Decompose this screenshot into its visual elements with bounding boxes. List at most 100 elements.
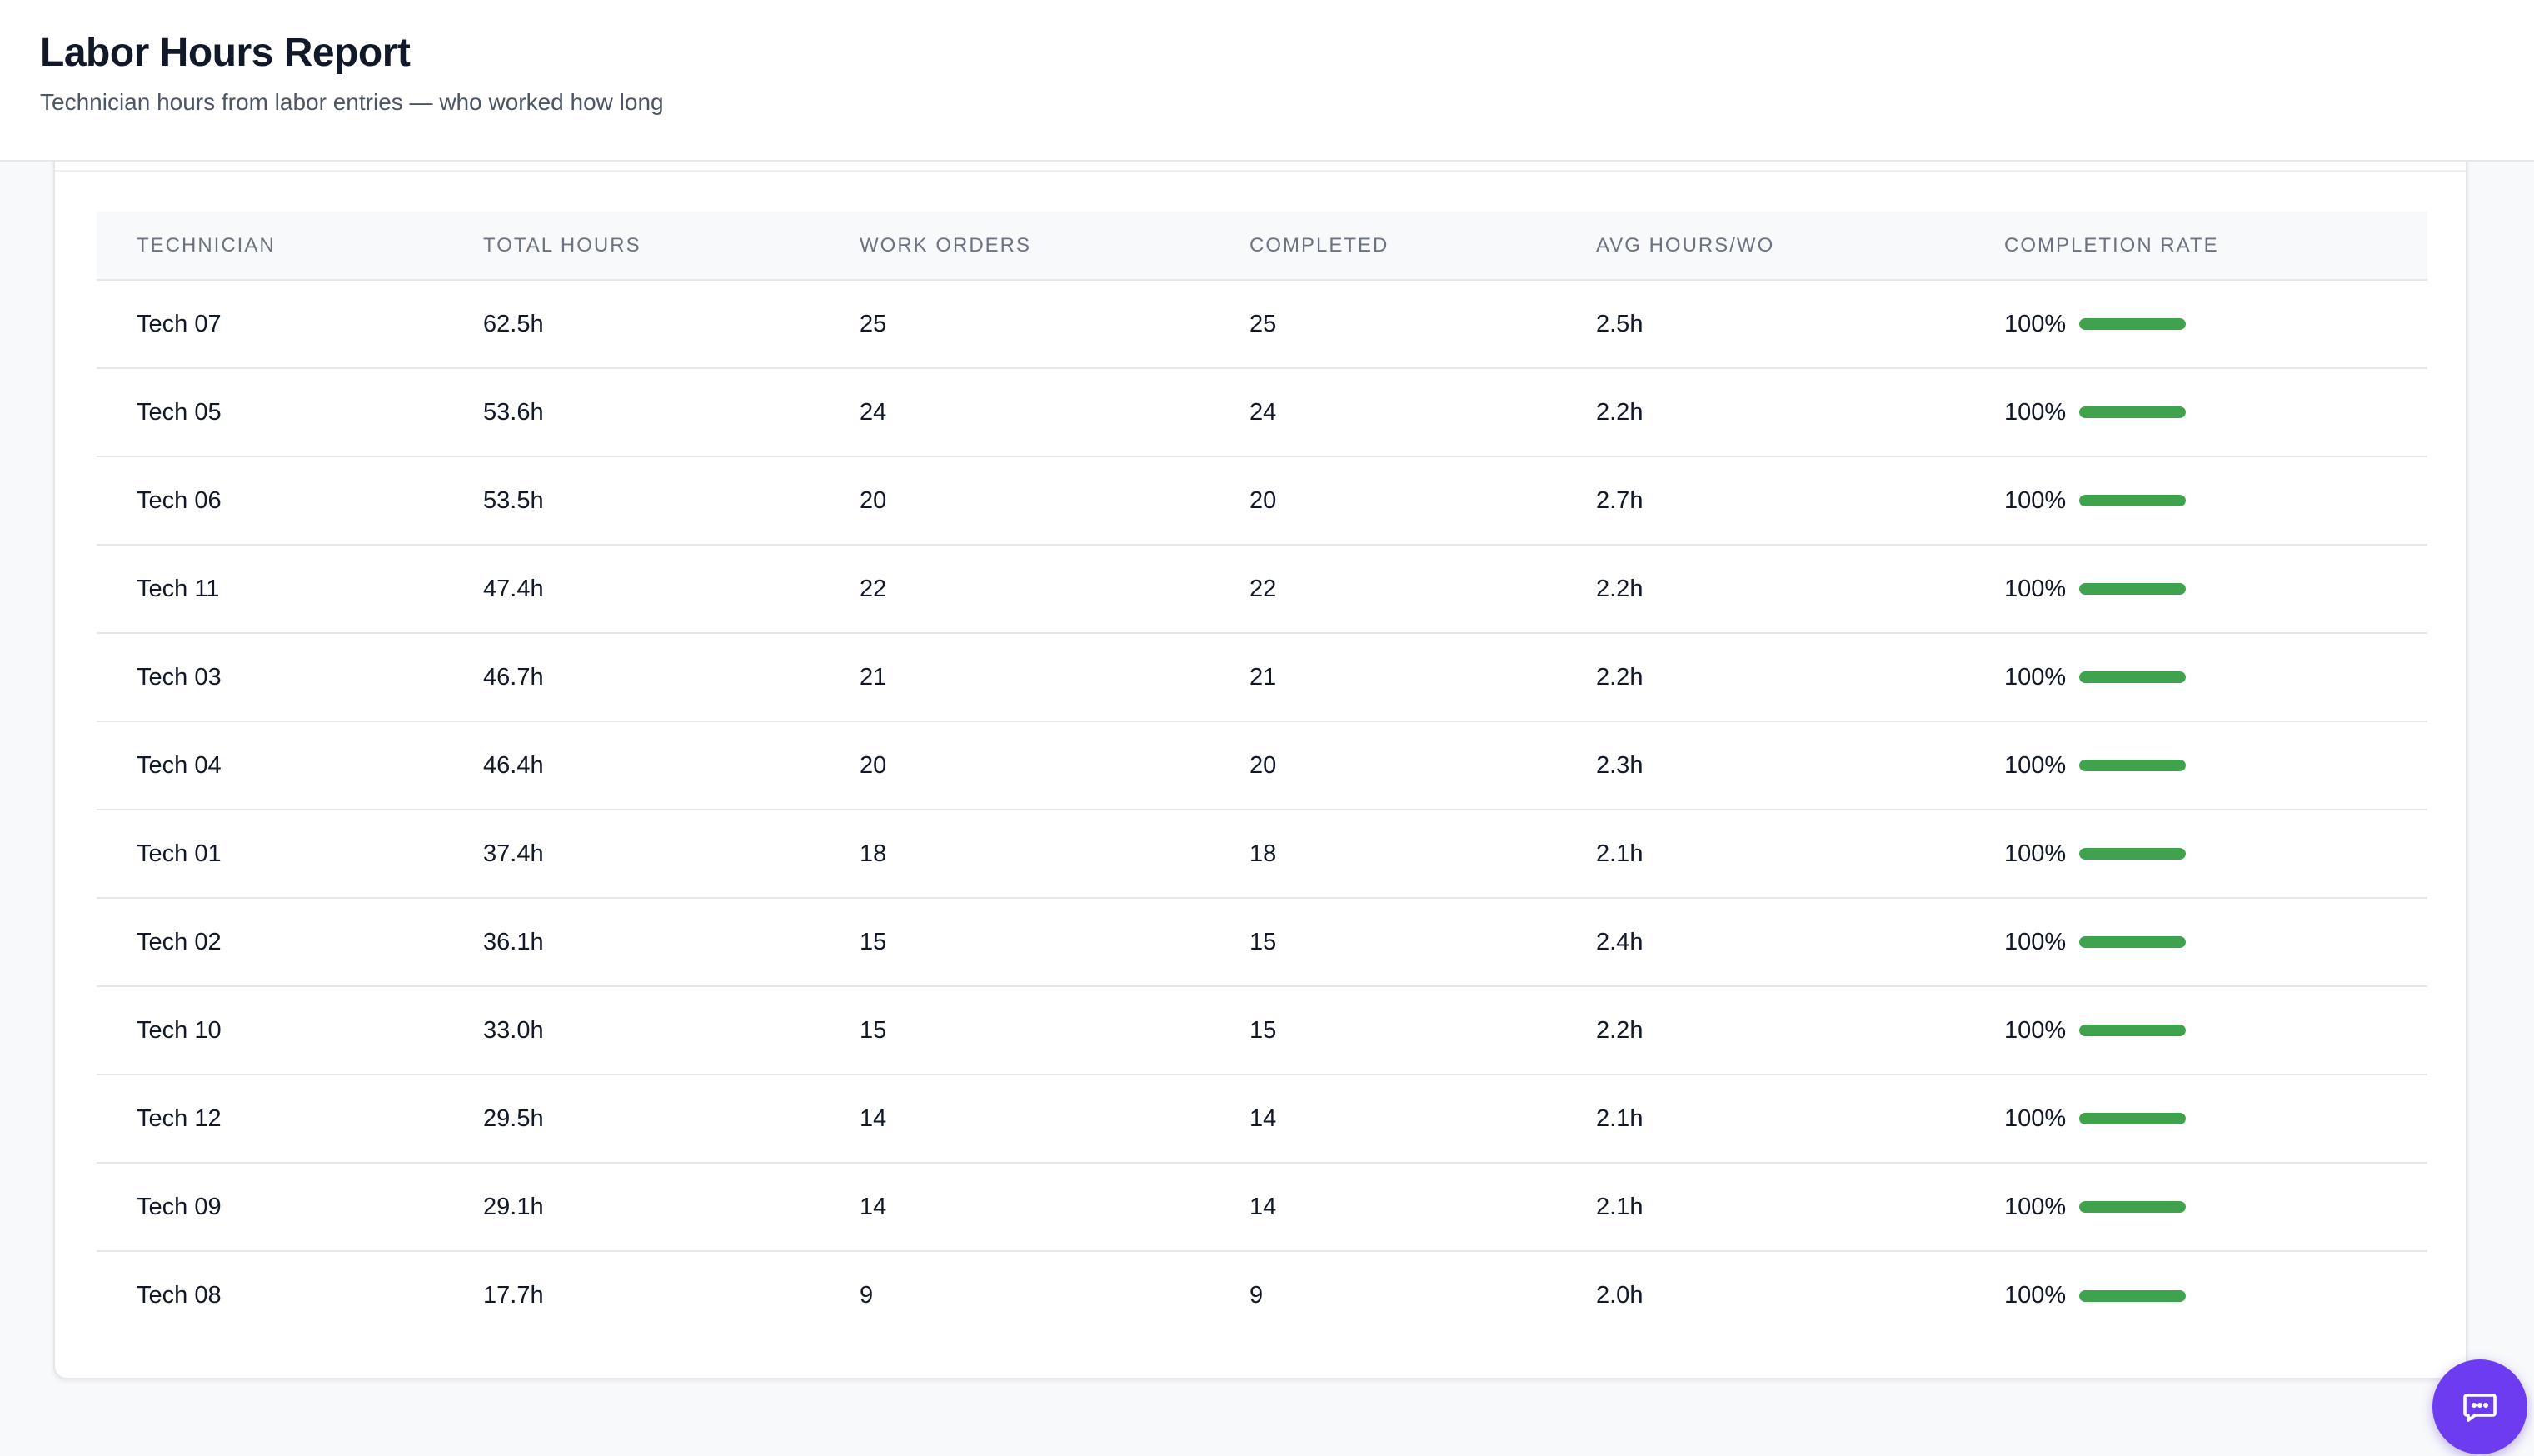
cell-work-orders: 25 [860, 310, 887, 337]
column-header-work-orders[interactable]: WORK ORDERS [820, 212, 1210, 281]
cell-work-orders: 9 [860, 1282, 874, 1309]
cell-completed: 14 [1250, 1193, 1277, 1220]
cell-completed: 20 [1250, 751, 1277, 779]
cell-completion-rate: 100% [1964, 1163, 2427, 1251]
completion-rate-group: 100% [2004, 1105, 2427, 1133]
cell-total-hours: 53.5h [483, 486, 544, 514]
completion-progress-fill [2079, 1113, 2187, 1124]
completion-progress-fill [2079, 583, 2187, 595]
cell-technician: Tech 04 [137, 751, 222, 779]
cell-completed: 22 [1250, 575, 1277, 602]
completion-progress-fill [2079, 760, 2187, 771]
completion-rate-group: 100% [2004, 752, 2427, 780]
cell-completion-rate: 100% [1964, 898, 2427, 986]
table-row[interactable]: Tech 03 46.7h 21 21 2.2h 100% [97, 633, 2427, 721]
cell-technician: Tech 02 [137, 928, 222, 955]
completion-progress-bar [2079, 583, 2187, 595]
completion-progress-fill [2079, 671, 2187, 683]
table-row[interactable]: Tech 07 62.5h 25 25 2.5h 100% [97, 280, 2427, 368]
cell-completion-rate: 100% [1964, 368, 2427, 456]
completion-rate-value: 100% [2004, 1282, 2067, 1309]
completion-rate-group: 100% [2004, 576, 2427, 603]
table-row[interactable]: Tech 02 36.1h 15 15 2.4h 100% [97, 898, 2427, 986]
table-row[interactable]: Tech 08 17.7h 9 9 2.0h 100% [97, 1251, 2427, 1339]
cell-work-orders: 24 [860, 398, 887, 426]
cell-technician: Tech 07 [137, 310, 222, 337]
completion-progress-fill [2079, 406, 2187, 418]
completion-rate-value: 100% [2004, 928, 2067, 955]
completion-progress-bar [2079, 1289, 2187, 1302]
cell-completed: 15 [1250, 1016, 1277, 1044]
completion-progress-fill [2079, 1025, 2187, 1036]
table-row[interactable]: Tech 09 29.1h 14 14 2.1h 100% [97, 1163, 2427, 1251]
cell-completed: 9 [1250, 1282, 1264, 1309]
cell-avg-hours: 2.1h [1596, 1104, 1644, 1132]
column-header-technician[interactable]: TECHNICIAN [97, 212, 443, 281]
completion-rate-group: 100% [2004, 487, 2427, 515]
cell-total-hours: 47.4h [483, 575, 544, 602]
cell-avg-hours: 2.2h [1596, 663, 1644, 691]
table-row[interactable]: Tech 10 33.0h 15 15 2.2h 100% [97, 986, 2427, 1075]
cell-total-hours: 62.5h [483, 310, 544, 337]
cell-completed: 25 [1250, 310, 1277, 337]
completion-progress-fill [2079, 318, 2187, 330]
page-subtitle: Technician hours from labor entries — wh… [40, 89, 664, 115]
chat-button[interactable] [2432, 1359, 2527, 1454]
completion-progress-bar [2079, 406, 2187, 418]
cell-completed: 24 [1250, 398, 1277, 426]
completion-rate-value: 100% [2004, 398, 2067, 426]
completion-progress-bar [2079, 495, 2187, 506]
cell-technician: Tech 06 [137, 486, 222, 514]
cell-work-orders: 14 [860, 1193, 887, 1220]
completion-rate-value: 100% [2004, 663, 2067, 691]
cell-work-orders: 14 [860, 1104, 887, 1132]
table-row[interactable]: Tech 12 29.5h 14 14 2.1h 100% [97, 1075, 2427, 1163]
table-row[interactable]: Tech 04 46.4h 20 20 2.3h 100% [97, 721, 2427, 810]
completion-rate-group: 100% [2004, 311, 2427, 338]
cell-avg-hours: 2.2h [1596, 1016, 1644, 1044]
completion-rate-group: 100% [2004, 840, 2427, 868]
completion-progress-bar [2079, 760, 2187, 771]
cell-work-orders: 20 [860, 486, 887, 514]
labor-hours-table: TECHNICIAN TOTAL HOURS WORK ORDERS COMPL… [97, 212, 2427, 1339]
cell-technician: Tech 10 [137, 1016, 222, 1044]
completion-rate-value: 100% [2004, 751, 2067, 779]
cell-completed: 21 [1250, 663, 1277, 691]
cell-avg-hours: 2.3h [1596, 751, 1644, 779]
cell-completed: 18 [1250, 840, 1277, 867]
column-header-completed[interactable]: COMPLETED [1210, 212, 1556, 281]
table-row[interactable]: Tech 01 37.4h 18 18 2.1h 100% [97, 810, 2427, 898]
cell-completion-rate: 100% [1964, 810, 2427, 898]
cell-completion-rate: 100% [1964, 986, 2427, 1075]
page-title: Labor Hours Report [40, 31, 411, 75]
table-header-row: TECHNICIAN TOTAL HOURS WORK ORDERS COMPL… [97, 212, 2427, 281]
column-header-completion-rate[interactable]: COMPLETION RATE [1964, 212, 2427, 281]
completion-progress-bar [2079, 936, 2187, 948]
completion-rate-group: 100% [2004, 929, 2427, 956]
completion-rate-value: 100% [2004, 310, 2067, 337]
cell-total-hours: 29.1h [483, 1193, 544, 1220]
cell-completion-rate: 100% [1964, 456, 2427, 545]
completion-progress-bar [2079, 671, 2187, 683]
table-row[interactable]: Tech 05 53.6h 24 24 2.2h 100% [97, 368, 2427, 456]
cell-total-hours: 36.1h [483, 928, 544, 955]
column-header-total-hours[interactable]: TOTAL HOURS [443, 212, 820, 281]
cell-total-hours: 17.7h [483, 1282, 544, 1309]
cell-avg-hours: 2.5h [1596, 310, 1644, 337]
cell-work-orders: 15 [860, 928, 887, 955]
cell-technician: Tech 05 [137, 398, 222, 426]
column-header-avg-hours[interactable]: AVG HOURS/WO [1556, 212, 1964, 281]
completion-progress-fill [2079, 1201, 2187, 1213]
completion-rate-value: 100% [2004, 1016, 2067, 1044]
completion-rate-group: 100% [2004, 1282, 2427, 1309]
cell-completion-rate: 100% [1964, 545, 2427, 633]
cell-technician: Tech 08 [137, 1282, 222, 1309]
table-row[interactable]: Tech 06 53.5h 20 20 2.7h 100% [97, 456, 2427, 545]
completion-progress-fill [2079, 936, 2187, 948]
completion-progress-bar [2079, 1025, 2187, 1036]
page-header: Labor Hours Report Technician hours from… [0, 0, 2534, 162]
completion-progress-bar [2079, 1201, 2187, 1213]
table-row[interactable]: Tech 11 47.4h 22 22 2.2h 100% [97, 545, 2427, 633]
completion-progress-bar [2079, 318, 2187, 330]
cell-avg-hours: 2.1h [1596, 840, 1644, 867]
